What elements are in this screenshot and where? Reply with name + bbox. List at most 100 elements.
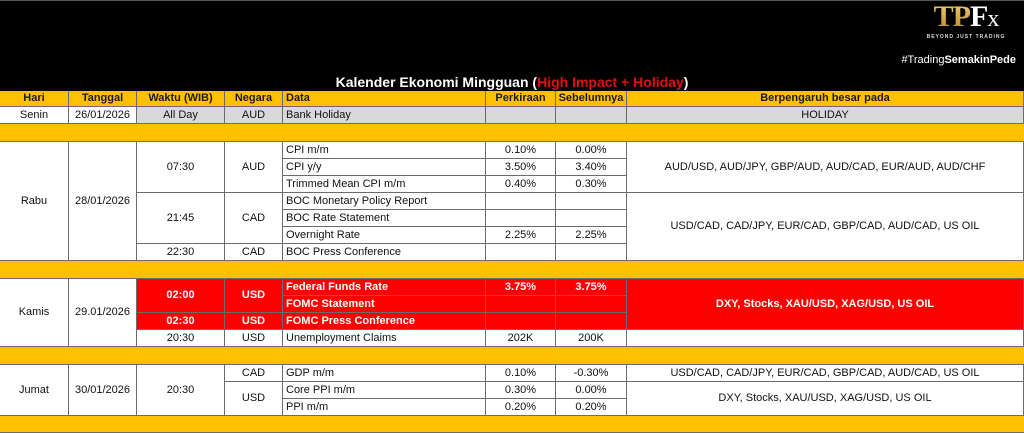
time-cell: All Day (137, 107, 225, 124)
previous-cell: -0.30% (556, 365, 627, 382)
previous-cell (556, 244, 627, 261)
impact-cell: USD/CAD, CAD/JPY, EUR/CAD, GBP/CAD, AUD/… (627, 193, 1024, 261)
event-cell: Trimmed Mean CPI m/m (283, 176, 486, 193)
logo-x: x (987, 6, 999, 32)
event-cell: BOC Rate Statement (283, 210, 486, 227)
forecast-cell: 0.30% (486, 382, 556, 399)
previous-cell (556, 107, 627, 124)
day-cell: Senin (0, 107, 69, 124)
previous-cell: 0.20% (556, 399, 627, 416)
time-cell: 02:30 (137, 313, 225, 330)
event-cell: BOC Press Conference (283, 244, 486, 261)
time-cell: 02:00 (137, 279, 225, 313)
forecast-cell (486, 107, 556, 124)
previous-cell: 0.00% (556, 142, 627, 159)
forecast-cell: 0.40% (486, 176, 556, 193)
country-cell: CAD (225, 244, 283, 261)
day-cell: Rabu (0, 142, 69, 261)
event-cell: Federal Funds Rate (283, 279, 486, 296)
country-cell: USD (225, 330, 283, 347)
forecast-cell: 0.10% (486, 365, 556, 382)
separator-row (0, 416, 1024, 433)
forecast-cell (486, 193, 556, 210)
country-cell: AUD (225, 142, 283, 193)
title-highlight: High Impact + Holiday (537, 74, 684, 90)
event-cell: Unemployment Claims (283, 330, 486, 347)
previous-cell (556, 210, 627, 227)
previous-cell: 0.30% (556, 176, 627, 193)
separator-row (0, 347, 1024, 365)
event-cell: Overnight Rate (283, 227, 486, 244)
col-header-data: Data (283, 91, 486, 107)
title-close: ) (683, 74, 689, 90)
forecast-cell: 3.75% (486, 279, 556, 296)
event-cell: FOMC Statement (283, 296, 486, 313)
previous-cell (556, 296, 627, 313)
previous-cell (556, 313, 627, 330)
forecast-cell (486, 313, 556, 330)
country-cell: USD (225, 313, 283, 330)
col-header-sebelumnya: Sebelumnya (556, 91, 627, 107)
previous-cell: 3.75% (556, 279, 627, 296)
forecast-cell (486, 296, 556, 313)
impact-cell (627, 330, 1024, 347)
event-cell: CPI y/y (283, 159, 486, 176)
event-cell: Bank Holiday (283, 107, 486, 124)
forecast-cell: 0.10% (486, 142, 556, 159)
country-cell: CAD (225, 365, 283, 382)
tpfx-logo: TPFx BEYOND JUST TRADING (916, 0, 1016, 41)
page-title: Kalender Ekonomi Mingguan (High Impact +… (0, 73, 1024, 92)
time-cell: 07:30 (137, 142, 225, 193)
impact-cell: DXY, Stocks, XAU/USD, XAG/USD, US OIL (627, 382, 1024, 416)
event-cell: CPI m/m (283, 142, 486, 159)
date-cell: 29.01/2026 (69, 279, 137, 347)
previous-cell: 0.00% (556, 382, 627, 399)
time-cell: 20:30 (137, 365, 225, 416)
event-cell: GDP m/m (283, 365, 486, 382)
col-header-negara: Negara (225, 91, 283, 107)
country-cell: USD (225, 382, 283, 416)
col-header-perkiraan: Perkiraan (486, 91, 556, 107)
banner: TPFx BEYOND JUST TRADING #TradingSemakin… (0, 0, 1024, 91)
forecast-cell: 3.50% (486, 159, 556, 176)
event-cell: BOC Monetary Policy Report (283, 193, 486, 210)
impact-cell: DXY, Stocks, XAU/USD, XAG/USD, US OIL (627, 279, 1024, 330)
date-cell: 30/01/2026 (69, 365, 137, 416)
date-cell: 26/01/2026 (69, 107, 137, 124)
country-cell: USD (225, 279, 283, 313)
day-cell: Kamis (0, 279, 69, 347)
col-header-hari: Hari (0, 91, 69, 107)
event-cell: Core PPI m/m (283, 382, 486, 399)
previous-cell (556, 193, 627, 210)
forecast-cell: 2.25% (486, 227, 556, 244)
country-cell: CAD (225, 193, 283, 244)
hashtag-prefix: #Trading (901, 54, 945, 66)
previous-cell: 200K (556, 330, 627, 347)
separator-row (0, 124, 1024, 142)
forecast-cell: 202K (486, 330, 556, 347)
event-cell: FOMC Press Conference (283, 313, 486, 330)
col-header-tanggal: Tanggal (69, 91, 137, 107)
logo-f: F (970, 0, 988, 33)
date-cell: 28/01/2026 (69, 142, 137, 261)
impact-cell: HOLIDAY (627, 107, 1024, 124)
forecast-cell (486, 244, 556, 261)
impact-cell: AUD/USD, AUD/JPY, GBP/AUD, AUD/CAD, EUR/… (627, 142, 1024, 193)
day-cell: Jumat (0, 365, 69, 416)
time-cell: 21:45 (137, 193, 225, 244)
event-cell: PPI m/m (283, 399, 486, 416)
country-cell: AUD (225, 107, 283, 124)
previous-cell: 3.40% (556, 159, 627, 176)
col-header-impact: Berpengaruh besar pada (627, 91, 1024, 107)
time-cell: 20:30 (137, 330, 225, 347)
separator-row (0, 261, 1024, 279)
title-main: Kalender Ekonomi Mingguan ( (335, 74, 538, 90)
previous-cell: 2.25% (556, 227, 627, 244)
hashtag: #TradingSemakinPede (901, 54, 1016, 66)
impact-cell: USD/CAD, CAD/JPY, EUR/CAD, GBP/CAD, AUD/… (627, 365, 1024, 382)
time-cell: 22:30 (137, 244, 225, 261)
logo-tagline: BEYOND JUST TRADING (926, 34, 1006, 40)
forecast-cell (486, 210, 556, 227)
forecast-cell: 0.20% (486, 399, 556, 416)
hashtag-bold: SemakinPede (944, 54, 1016, 66)
